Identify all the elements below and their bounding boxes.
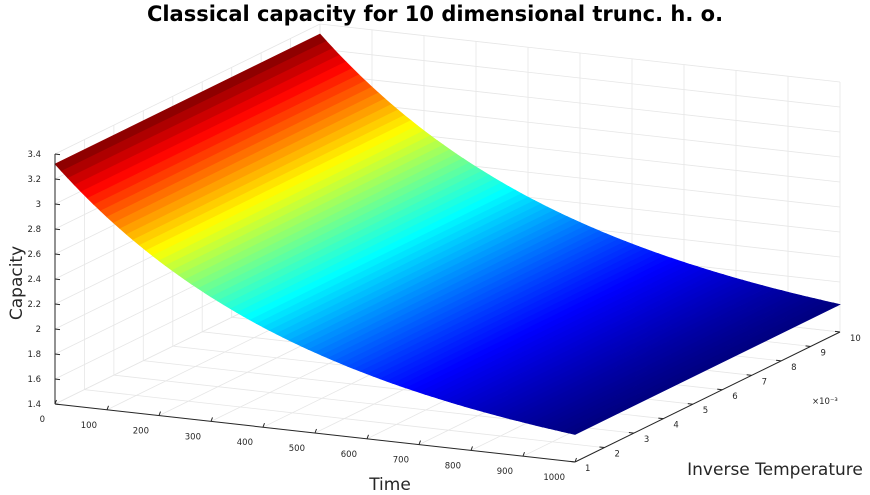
y-tick-mark [746, 374, 752, 376]
z-tick-label: 2 [36, 325, 41, 335]
x-tick-mark [210, 417, 213, 422]
z-tick-label: 2.4 [27, 275, 41, 285]
z-tick-mark [54, 228, 61, 231]
x-tick-mark [366, 434, 369, 439]
y-tick-label: 2 [614, 450, 619, 460]
z-tick-mark [54, 353, 61, 356]
z-tick-mark [54, 178, 61, 181]
x-axis-label: Time [368, 475, 411, 495]
z-tick-label: 2.2 [27, 300, 41, 310]
z-axis-label: Capacity [7, 246, 27, 320]
tick-labels: 1.4 1.6 1.8 2 2.2 2.4 2.6 2.8 3 3.2 3.4 0 100 200 300 4… [27, 150, 860, 483]
z-tick-label: 1.8 [27, 350, 41, 360]
axes [54, 153, 841, 463]
x-tick-label: 100 [81, 421, 97, 431]
x-tick-label: 900 [497, 467, 513, 477]
y-tick-label: 3 [644, 435, 649, 445]
y-exponent-label: ×10⁻³ [812, 397, 838, 407]
x-tick-mark [262, 423, 265, 428]
z-tick-label: 3 [36, 200, 41, 210]
z-tick-mark [54, 378, 61, 381]
z-tick-label: 1.6 [27, 375, 41, 385]
y-tick-label: 10 [850, 334, 861, 344]
z-tick-label: 2.8 [27, 225, 41, 235]
z-tick-label: 3.2 [27, 175, 41, 185]
x-tick-mark [418, 440, 421, 445]
x-tick-label: 600 [341, 450, 357, 460]
z-tick-mark [54, 403, 61, 406]
y-tick-label: 7 [762, 377, 767, 387]
y-tick-label: 4 [673, 421, 678, 431]
y-tick-mark [628, 432, 634, 434]
x-tick-label: 500 [289, 444, 305, 454]
x-tick-label: 800 [445, 461, 461, 471]
capacity-surface [54, 33, 841, 435]
y-tick-mark [658, 417, 664, 420]
x-tick-label: 1000 [543, 473, 565, 483]
y-tick-label: 9 [821, 348, 826, 358]
y-tick-label: 6 [732, 392, 737, 402]
y-tick-mark [687, 403, 693, 405]
y-tick-mark [776, 359, 782, 362]
y-tick-label: 8 [791, 363, 796, 373]
y-axis-line [574, 331, 841, 463]
x-tick-label: 200 [133, 427, 149, 437]
x-tick-mark [314, 428, 317, 434]
z-tick-mark [54, 253, 61, 256]
z-tick-label: 3.4 [27, 150, 41, 160]
y-axis-label: Inverse Temperature [687, 460, 863, 480]
x-tick-label: 700 [393, 456, 409, 466]
x-tick-label: 0 [40, 415, 45, 425]
x-tick-mark [574, 457, 577, 463]
z-tick-mark [54, 278, 61, 281]
z-tick-mark [54, 328, 61, 331]
y-tick-mark [805, 345, 811, 347]
x-tick-label: 300 [185, 432, 201, 442]
y-tick-mark [834, 330, 841, 333]
y-tick-mark [599, 446, 605, 449]
chart-title: Classical capacity for 10 dimensional tr… [146, 2, 724, 26]
x-tick-mark [522, 452, 525, 457]
x-tick-mark [470, 446, 473, 451]
z-tick-label: 1.4 [27, 400, 41, 410]
z-tick-mark [54, 303, 61, 306]
surface-strip [567, 302, 841, 435]
y-tick-label: 5 [703, 406, 708, 416]
z-tick-label: 2.6 [27, 250, 41, 260]
x-tick-mark [54, 399, 57, 405]
x-tick-label: 400 [237, 438, 253, 448]
y-tick-mark [569, 460, 576, 463]
x-tick-mark [158, 411, 161, 416]
y-tick-label: 1 [585, 464, 590, 474]
y-tick-mark [717, 388, 723, 391]
z-tick-mark [54, 153, 61, 156]
x-tick-mark [106, 405, 109, 410]
z-tick-mark [54, 203, 61, 206]
y-grid-line [84, 139, 605, 448]
